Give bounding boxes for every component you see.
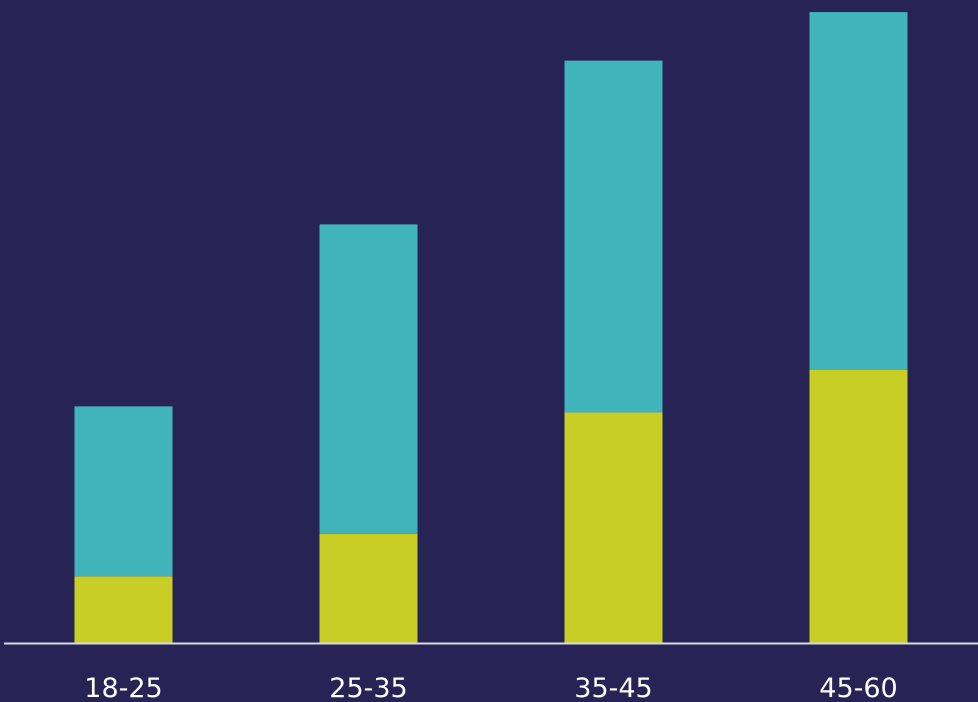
x-tick-label: 45-60 xyxy=(819,673,897,702)
bar-18-25-segment-2 xyxy=(74,406,173,577)
x-tick-label: 25-35 xyxy=(329,673,407,702)
x-tick-label: 35-45 xyxy=(574,673,652,702)
bar-45-60-segment-1 xyxy=(809,370,908,643)
x-tick-labels: 18-25 25-35 35-45 45-60 xyxy=(84,673,897,702)
bar-18-25-segment-1 xyxy=(74,576,173,643)
x-tick-label: 18-25 xyxy=(84,673,162,702)
bar-25-35-segment-1 xyxy=(319,533,418,643)
bar-25-35-segment-2 xyxy=(319,224,418,534)
bar-35-45-segment-2 xyxy=(564,60,663,413)
bar-35-45-segment-1 xyxy=(564,412,663,643)
bars-layer xyxy=(74,12,908,643)
bar-45-60-segment-2 xyxy=(809,12,908,370)
